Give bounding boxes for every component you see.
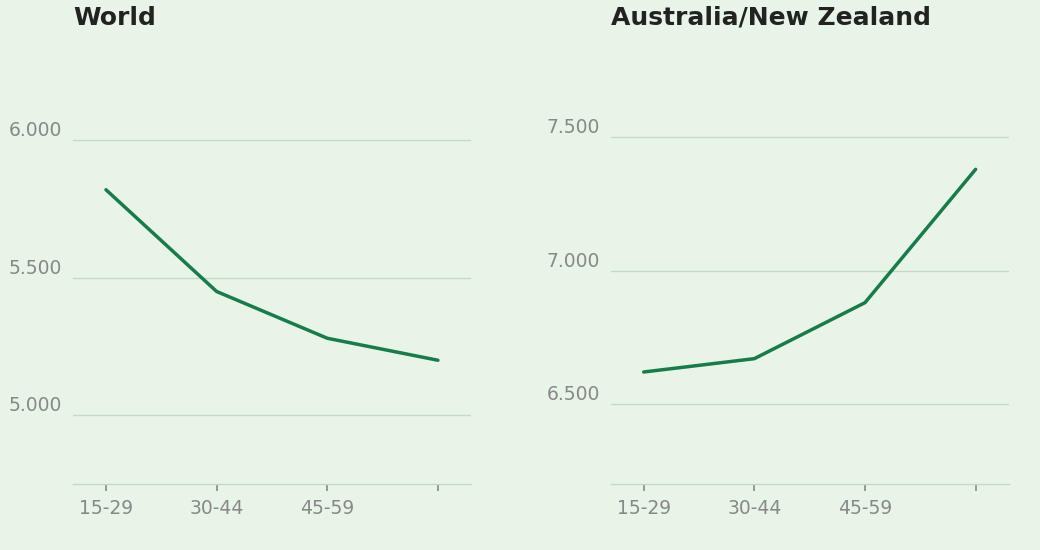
Text: North America and
Australia/New Zealand: North America and Australia/New Zealand xyxy=(610,0,931,30)
Text: World: World xyxy=(73,6,156,30)
